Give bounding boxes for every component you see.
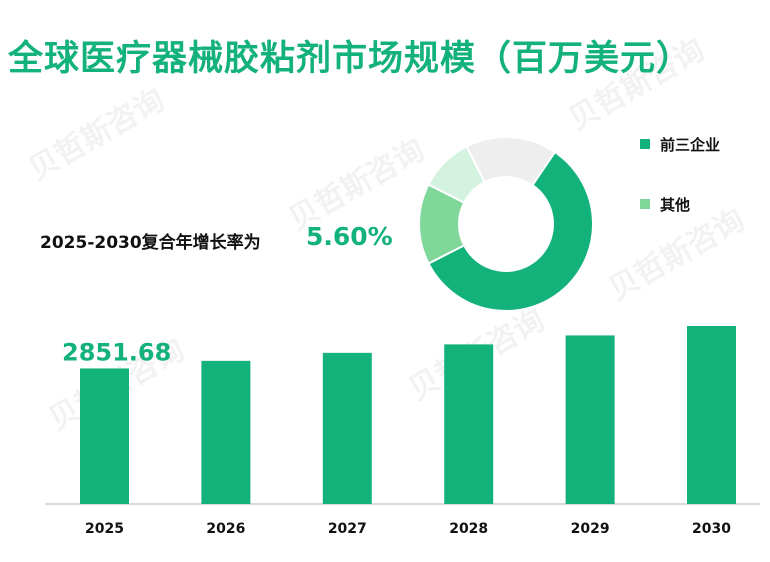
bar-2027 xyxy=(322,352,372,504)
x-tick-2025: 2025 xyxy=(85,521,124,537)
bar-2025 xyxy=(80,368,129,504)
cagr-value: 5.60% xyxy=(306,222,393,251)
legend-label-top3: 前三企业 xyxy=(660,136,721,154)
donut-slice-0 xyxy=(427,150,594,312)
bar-2028 xyxy=(444,344,494,504)
bar-2029 xyxy=(565,335,615,504)
legend-swatch-other xyxy=(640,199,650,209)
chart-title: 全球医疗器械胶粘剂市场规模（百万美元） xyxy=(8,39,693,79)
bar-2030 xyxy=(687,326,736,504)
legend-label-other: 其他 xyxy=(660,196,691,214)
x-tick-2029: 2029 xyxy=(571,521,610,537)
x-tick-2027: 2027 xyxy=(328,521,367,537)
data-label-2025: 2851.68 xyxy=(62,338,171,366)
x-tick-2030: 2030 xyxy=(692,521,731,537)
x-tick-2026: 2026 xyxy=(206,521,245,537)
cagr-label: 2025-2030复合年增长率为 xyxy=(40,233,261,253)
x-tick-2028: 2028 xyxy=(449,521,488,537)
legend-swatch-top3 xyxy=(640,139,650,149)
donut-slice-3 xyxy=(465,136,557,187)
bar-2026 xyxy=(201,360,251,504)
